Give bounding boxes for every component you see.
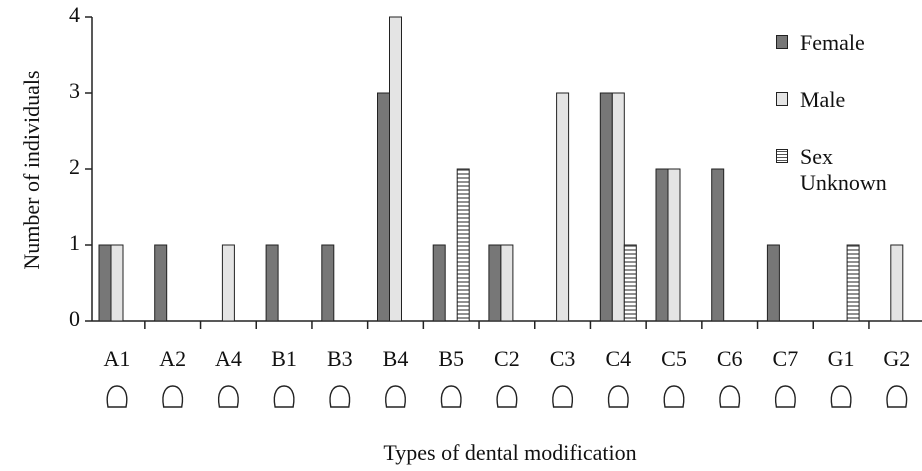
bar — [600, 93, 612, 321]
y-tick-label: 1 — [69, 230, 80, 255]
y-tick-label: 3 — [69, 78, 80, 103]
bar — [322, 245, 334, 321]
legend: Female Male Sex Unknown — [776, 30, 922, 196]
x-tick-label: A2 — [159, 346, 186, 371]
legend-label: Male — [800, 87, 845, 112]
legend-item: Sex Unknown — [776, 144, 920, 196]
legend-label: Female — [800, 30, 865, 55]
x-tick-label: B5 — [438, 346, 464, 371]
legend-item: Male — [776, 87, 920, 113]
x-tick-label: C6 — [717, 346, 743, 371]
tooth-icon — [609, 386, 629, 407]
x-tick-label: B4 — [383, 346, 409, 371]
tooth-icon — [441, 386, 461, 407]
tooth-icon — [831, 386, 851, 407]
bar — [111, 245, 123, 321]
bar — [767, 245, 779, 321]
tooth-icon — [720, 386, 740, 407]
x-tick-label: B1 — [271, 346, 297, 371]
x-tick-label: G1 — [828, 346, 855, 371]
legend-swatch — [776, 92, 788, 106]
bar — [501, 245, 513, 321]
x-tick-label: C7 — [773, 346, 799, 371]
tooth-icon — [107, 386, 127, 407]
x-tick-label: A4 — [215, 346, 242, 371]
bar — [222, 245, 234, 321]
tooth-icon — [553, 386, 573, 407]
x-tick-label: B3 — [327, 346, 353, 371]
bar — [847, 245, 859, 321]
x-tick-label: C3 — [550, 346, 576, 371]
bar — [266, 245, 278, 321]
bar — [99, 245, 111, 321]
bar — [712, 169, 724, 321]
bar — [390, 17, 402, 321]
tooth-icon — [163, 386, 183, 407]
bar — [557, 93, 569, 321]
bar — [656, 169, 668, 321]
tooth-icon — [274, 386, 294, 407]
page: {"chart_data": {"type": "bar", "xlabel":… — [0, 0, 922, 471]
y-tick-label: 2 — [69, 154, 80, 179]
bar — [668, 169, 680, 321]
bar — [378, 93, 390, 321]
legend-item: Female — [776, 30, 920, 56]
y-axis-title: Number of individuals — [19, 70, 44, 269]
legend-swatch — [776, 35, 788, 49]
bar — [612, 93, 624, 321]
tooth-icon — [386, 386, 406, 407]
bar — [433, 245, 445, 321]
tooth-icon — [887, 386, 907, 407]
x-tick-label: C5 — [661, 346, 687, 371]
x-tick-label: C4 — [605, 346, 631, 371]
bar — [489, 245, 501, 321]
legend-label: Sex Unknown — [800, 144, 887, 195]
bar — [891, 245, 903, 321]
tooth-icon — [776, 386, 796, 407]
tooth-icon — [219, 386, 239, 407]
x-tick-label: G2 — [883, 346, 910, 371]
tooth-icon — [330, 386, 350, 407]
x-axis-title: Types of dental modification — [383, 440, 636, 465]
x-tick-label: C2 — [494, 346, 520, 371]
y-tick-label: 4 — [69, 2, 80, 27]
tooth-icon — [497, 386, 517, 407]
tooth-icon — [664, 386, 684, 407]
y-tick-label: 0 — [69, 306, 80, 331]
bar — [155, 245, 167, 321]
bar — [624, 245, 636, 321]
x-tick-label: A1 — [104, 346, 131, 371]
bar — [457, 169, 469, 321]
legend-swatch — [776, 149, 788, 163]
